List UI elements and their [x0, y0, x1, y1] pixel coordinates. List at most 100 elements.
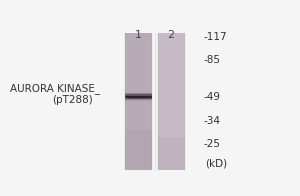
- Bar: [158, 89, 184, 90]
- Bar: [158, 108, 184, 110]
- Bar: [125, 75, 152, 76]
- Bar: [158, 146, 184, 147]
- Bar: [158, 163, 184, 164]
- Bar: [158, 51, 184, 52]
- Bar: [158, 147, 184, 148]
- Bar: [158, 109, 184, 111]
- Bar: [125, 168, 152, 169]
- Bar: [158, 130, 184, 131]
- Bar: [158, 42, 184, 43]
- Text: 2: 2: [168, 30, 175, 40]
- Bar: [125, 80, 152, 81]
- Bar: [158, 82, 184, 83]
- Bar: [125, 52, 152, 54]
- Bar: [125, 157, 152, 159]
- Bar: [125, 131, 152, 132]
- Bar: [125, 155, 152, 156]
- Bar: [125, 45, 152, 47]
- Text: (pT288): (pT288): [52, 95, 93, 105]
- Bar: [158, 77, 184, 79]
- Bar: [158, 144, 184, 145]
- Bar: [125, 148, 152, 150]
- Bar: [158, 123, 184, 124]
- Bar: [125, 81, 152, 82]
- Bar: [158, 37, 184, 39]
- Bar: [125, 62, 152, 64]
- Bar: [158, 160, 184, 161]
- Bar: [158, 149, 184, 151]
- Bar: [158, 87, 184, 89]
- Bar: [125, 58, 152, 59]
- Bar: [125, 41, 152, 42]
- Text: AURORA KINASE_: AURORA KINASE_: [10, 83, 100, 94]
- Text: (kD): (kD): [205, 158, 227, 168]
- Bar: [125, 103, 152, 105]
- Bar: [125, 128, 152, 129]
- Bar: [158, 36, 184, 37]
- Bar: [158, 126, 184, 128]
- Bar: [125, 125, 152, 127]
- Bar: [158, 124, 184, 126]
- Bar: [158, 131, 184, 132]
- Bar: [158, 78, 184, 80]
- Bar: [158, 84, 184, 85]
- Bar: [158, 125, 184, 127]
- Bar: [158, 156, 184, 158]
- Bar: [125, 108, 152, 110]
- Bar: [158, 169, 184, 170]
- Text: 1: 1: [135, 30, 142, 40]
- Bar: [158, 137, 184, 138]
- Bar: [125, 83, 152, 84]
- Bar: [125, 164, 152, 166]
- Bar: [125, 140, 152, 142]
- Bar: [125, 37, 152, 39]
- Bar: [125, 73, 152, 74]
- Bar: [158, 105, 184, 106]
- Bar: [158, 38, 184, 40]
- Bar: [158, 72, 184, 73]
- Bar: [158, 101, 184, 103]
- Bar: [125, 118, 152, 120]
- Bar: [158, 100, 184, 102]
- Bar: [158, 99, 184, 100]
- Bar: [125, 101, 152, 103]
- Bar: [125, 72, 152, 73]
- Bar: [158, 46, 184, 48]
- Bar: [125, 132, 152, 134]
- Bar: [125, 36, 152, 37]
- Bar: [125, 38, 152, 40]
- Bar: [125, 44, 152, 45]
- Bar: [125, 153, 152, 154]
- Bar: [158, 102, 184, 104]
- Bar: [158, 134, 184, 136]
- Bar: [125, 151, 152, 152]
- Bar: [158, 148, 184, 150]
- Bar: [125, 159, 152, 160]
- Bar: [158, 65, 184, 66]
- Bar: [158, 74, 184, 75]
- Bar: [158, 154, 184, 155]
- Bar: [125, 99, 152, 100]
- Bar: [125, 115, 152, 116]
- Bar: [125, 156, 152, 158]
- Bar: [158, 120, 184, 121]
- Bar: [125, 70, 152, 72]
- Bar: [125, 74, 152, 75]
- Bar: [125, 160, 152, 161]
- Bar: [125, 102, 152, 104]
- Bar: [158, 151, 184, 152]
- Bar: [125, 61, 152, 63]
- Bar: [125, 94, 152, 96]
- Bar: [158, 52, 184, 54]
- Bar: [125, 137, 152, 138]
- Text: -49: -49: [204, 92, 221, 102]
- Bar: [125, 59, 152, 60]
- Bar: [158, 128, 184, 129]
- Bar: [125, 117, 152, 119]
- Bar: [125, 35, 152, 36]
- Bar: [158, 39, 184, 41]
- Bar: [125, 169, 152, 170]
- Bar: [158, 75, 184, 76]
- Bar: [158, 138, 184, 139]
- Bar: [125, 87, 152, 89]
